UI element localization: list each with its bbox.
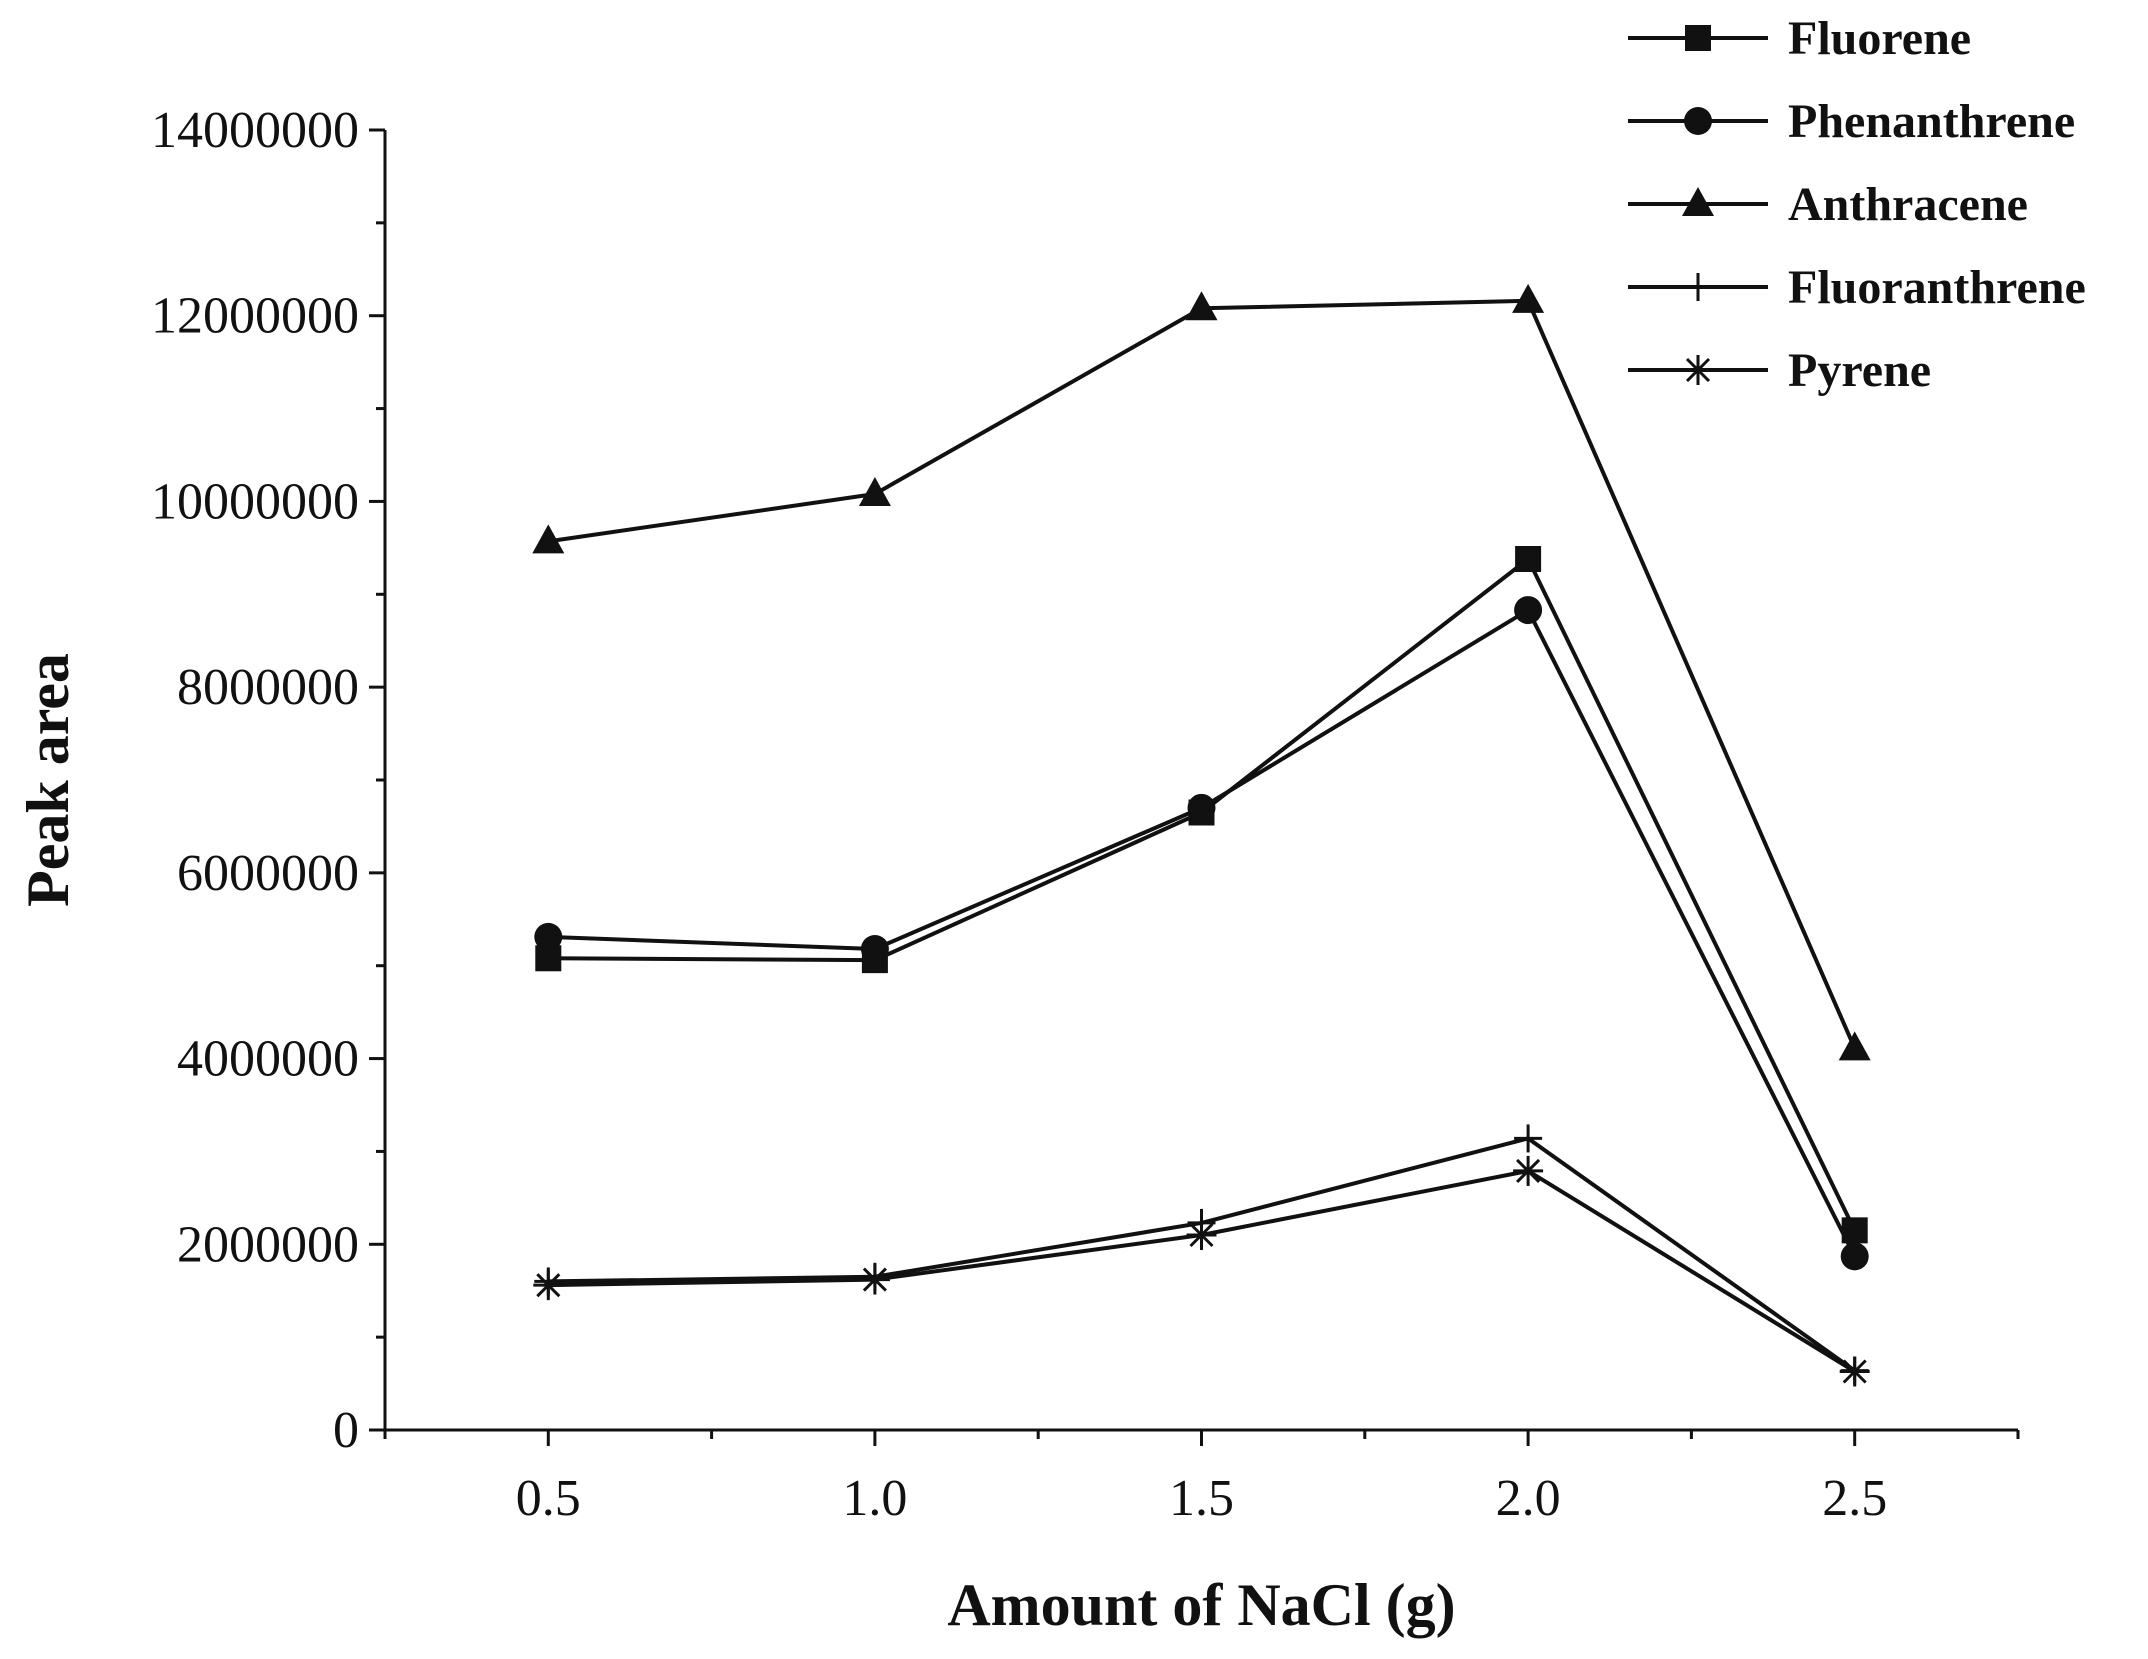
marker-square — [1515, 546, 1542, 572]
marker-triangle — [532, 524, 565, 554]
x-tick-label: 1.5 — [1169, 1470, 1234, 1527]
y-tick-label: 14000000 — [151, 102, 359, 159]
marker-triangle — [1838, 1031, 1871, 1061]
series-line-pyrene — [548, 1168, 1856, 1374]
legend-item-anthracene: Anthracene — [1628, 178, 2028, 231]
legend-marker-fluoranthrene — [1684, 273, 1712, 301]
series-phenanthrene — [534, 596, 1869, 1271]
marker-asterisk-d2 — [862, 1267, 887, 1292]
data-point-anthracene — [1512, 283, 1545, 313]
legend-item-phenanthrene: Phenanthrene — [1628, 95, 2075, 148]
series-line-phenanthrene — [548, 608, 1857, 1258]
data-point-pyrene — [1186, 1220, 1217, 1250]
x-tick-label: 0.5 — [516, 1470, 581, 1527]
y-tick-label: 12000000 — [151, 288, 359, 345]
marker-triangle — [858, 477, 891, 506]
marker-circle — [860, 935, 889, 963]
series-anthracene — [532, 283, 1871, 1061]
data-point-pyrene — [1513, 1155, 1544, 1186]
y-tick-label: 0 — [333, 1402, 359, 1459]
series-lines — [532, 283, 1871, 1387]
y-tick-label: 4000000 — [177, 1031, 359, 1088]
series-pyrene — [533, 1155, 1870, 1387]
data-point-anthracene — [858, 477, 891, 506]
marker-triangle — [1682, 187, 1714, 216]
legend-marker-fluorene — [1685, 25, 1711, 51]
x-tick-label: 2.0 — [1496, 1470, 1561, 1527]
legend-label: Phenanthrene — [1788, 95, 2075, 148]
series-line-anthracene — [548, 298, 1857, 1050]
marker-asterisk-d2 — [1842, 1359, 1867, 1384]
x-tick-label: 1.0 — [842, 1470, 907, 1527]
series-fluorene — [535, 546, 1868, 1244]
legend-label: Anthracene — [1788, 178, 2028, 231]
series-fluoranthrene — [534, 1124, 1869, 1385]
marker-circle — [534, 922, 563, 951]
data-point-pyrene — [1839, 1356, 1870, 1387]
legend-label: Pyrene — [1788, 344, 1931, 397]
data-point-fluoranthrene — [1514, 1124, 1543, 1153]
data-point-phenanthrene — [1840, 1242, 1869, 1271]
legend: Fluorene Phenanthrene Anthracene Fluoranthr… — [1628, 12, 2086, 397]
legend-item-fluorene: Fluorene — [1628, 12, 1971, 65]
data-point-phenanthrene — [1187, 793, 1216, 822]
legend-marker-phenanthrene — [1684, 107, 1712, 135]
legend-label: Fluorene — [1788, 12, 1971, 65]
series-line-fluoranthrene — [548, 1136, 1856, 1373]
data-point-anthracene — [1185, 291, 1218, 321]
marker-asterisk-d2 — [536, 1273, 561, 1298]
data-point-anthracene — [1838, 1031, 1871, 1061]
y-tick-label: 8000000 — [177, 659, 359, 716]
legend-label: Fluoranthrene — [1788, 261, 2086, 314]
marker-square — [1685, 25, 1711, 51]
axes: 0 2000000 4000000 6000000 8000000 10000000 120… — [151, 102, 2020, 1527]
data-point-phenanthrene — [1514, 596, 1543, 625]
data-point-fluorene — [1515, 546, 1542, 572]
marker-circle — [1187, 793, 1216, 822]
y-axis-title: Peak area — [15, 653, 81, 907]
legend-item-pyrene: Pyrene — [1628, 344, 1931, 397]
y-tick-label: 2000000 — [177, 1216, 359, 1273]
data-point-phenanthrene — [534, 922, 563, 951]
marker-asterisk-d2 — [1685, 357, 1711, 383]
y-tick-label: 6000000 — [177, 845, 359, 902]
data-point-phenanthrene — [860, 935, 889, 963]
marker-circle — [1514, 596, 1543, 625]
legend-marker-pyrene — [1683, 355, 1713, 385]
marker-triangle — [1185, 291, 1218, 321]
x-tick-label: 2.5 — [1822, 1470, 1887, 1527]
data-point-anthracene — [532, 524, 565, 554]
marker-circle — [1684, 107, 1712, 135]
series-line-fluorene — [548, 557, 1857, 1232]
marker-asterisk-d2 — [1516, 1158, 1541, 1183]
legend-marker-anthracene — [1682, 187, 1714, 216]
legend-item-fluoranthrene: Fluoranthrene — [1628, 261, 2086, 314]
marker-asterisk-d2 — [1189, 1222, 1214, 1248]
y-tick-label: 10000000 — [151, 473, 359, 530]
marker-circle — [1840, 1242, 1869, 1271]
data-point-pyrene — [859, 1264, 890, 1295]
marker-triangle — [1512, 283, 1545, 313]
x-axis-title: Amount of NaCl (g) — [947, 1572, 1455, 1638]
data-point-pyrene — [533, 1270, 564, 1301]
